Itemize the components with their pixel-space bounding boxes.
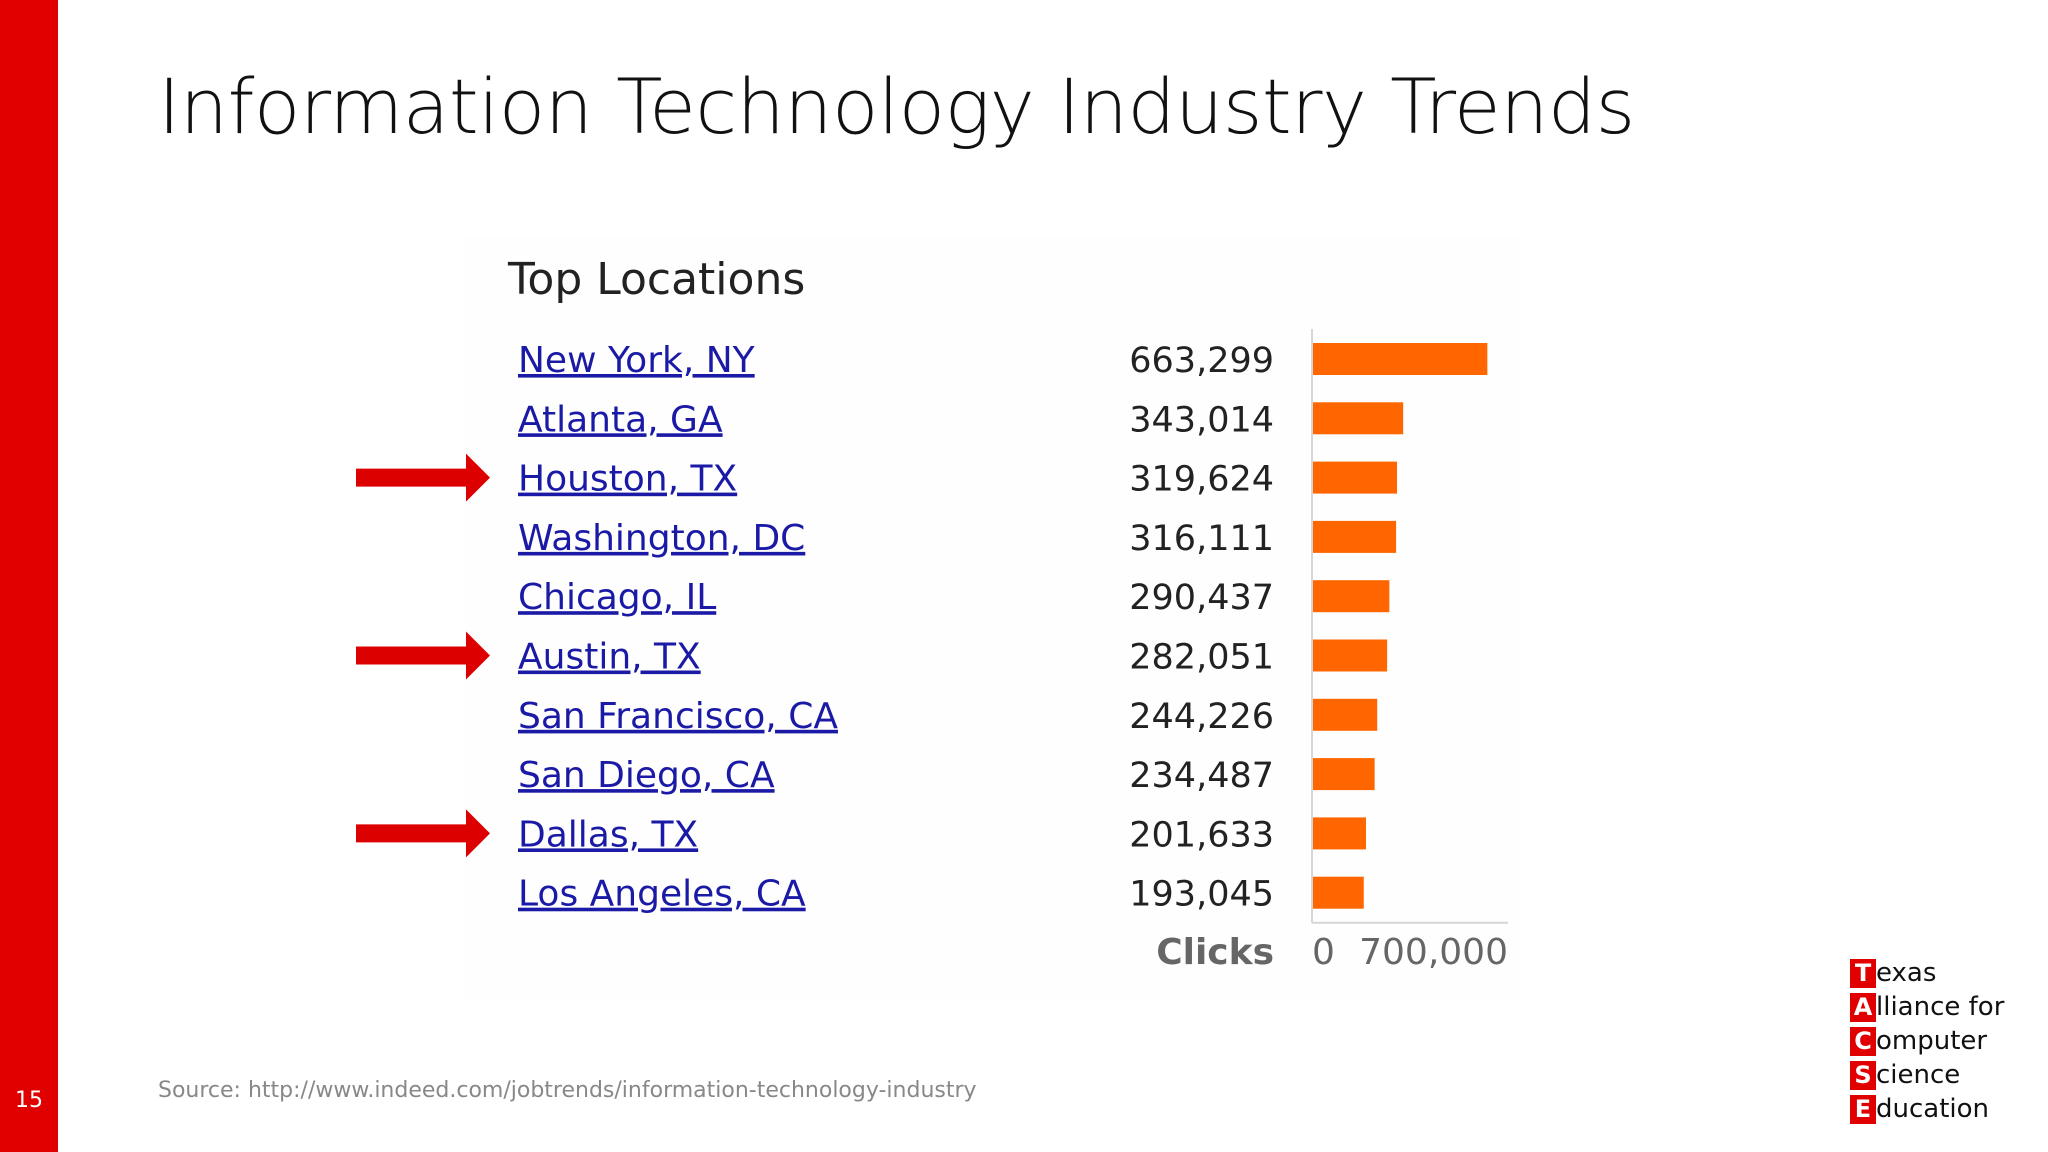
value-label: 282,051 <box>1129 638 1274 678</box>
bar <box>1313 402 1404 435</box>
value-label: 290,437 <box>1129 578 1274 618</box>
bar <box>1313 461 1398 494</box>
location-link[interactable]: Chicago, IL <box>518 577 716 618</box>
value-label: 319,624 <box>1129 460 1274 500</box>
value-label: 244,226 <box>1129 697 1274 737</box>
highlight-arrows <box>356 453 490 858</box>
bar <box>1313 580 1390 613</box>
logo-letter: A <box>1850 992 1876 1022</box>
bar <box>1313 876 1364 909</box>
bar <box>1313 520 1397 553</box>
bar <box>1313 758 1375 791</box>
tick-label: 700,000 <box>1359 932 1508 973</box>
location-links: New York, NY Atlanta, GA Houston, TX Washin… <box>518 340 838 915</box>
value-label: 201,633 <box>1129 815 1274 855</box>
highlight-arrow <box>356 453 490 502</box>
location-link[interactable]: Washington, DC <box>518 518 805 559</box>
logo-letter: E <box>1850 1094 1876 1124</box>
chart-title: Top Locations <box>508 254 806 305</box>
logo-letter: T <box>1850 958 1876 988</box>
value-labels: 663,299 343,014 319,624 316,111 290,437 282,0… <box>1129 341 1274 915</box>
logo-letter: C <box>1850 1026 1876 1056</box>
location-link[interactable]: Atlanta, GA <box>518 399 723 440</box>
x-axis-label: Clicks <box>1156 932 1274 973</box>
logo-word: ducation <box>1876 1094 1990 1124</box>
location-link[interactable]: Houston, TX <box>518 459 737 500</box>
value-label: 663,299 <box>1129 341 1274 381</box>
value-label: 343,014 <box>1129 400 1274 440</box>
bar <box>1313 698 1378 731</box>
logo-letter: S <box>1850 1060 1876 1090</box>
location-link[interactable]: Dallas, TX <box>518 814 698 855</box>
bar <box>1313 343 1488 375</box>
bar <box>1313 639 1388 672</box>
slide-title: Information Technology Industry Trends <box>158 62 1635 151</box>
bar <box>1313 817 1367 850</box>
location-link[interactable]: New York, NY <box>518 340 756 381</box>
logo-word: lliance for <box>1876 992 2005 1022</box>
location-link[interactable]: San Diego, CA <box>518 755 775 796</box>
bars <box>1313 343 1488 909</box>
x-axis: Clicks 0 700,000 <box>1156 329 1508 973</box>
location-link[interactable]: Austin, TX <box>518 637 701 678</box>
logo-word: exas <box>1876 958 1937 988</box>
slide-number: 15 <box>15 1088 43 1113</box>
value-label: 193,045 <box>1129 875 1274 915</box>
logo-word: cience <box>1876 1060 1961 1090</box>
highlight-arrow <box>356 809 490 858</box>
location-link[interactable]: Los Angeles, CA <box>518 874 806 915</box>
source-note: Source: http://www.indeed.com/jobtrends/… <box>158 1078 977 1103</box>
accent-sidebar <box>0 0 58 1152</box>
logo-word: omputer <box>1876 1026 1988 1056</box>
tick-label: 0 <box>1312 932 1335 973</box>
value-label: 234,487 <box>1129 756 1274 796</box>
value-label: 316,111 <box>1129 519 1274 559</box>
highlight-arrow <box>356 631 490 680</box>
location-link[interactable]: San Francisco, CA <box>518 696 838 737</box>
